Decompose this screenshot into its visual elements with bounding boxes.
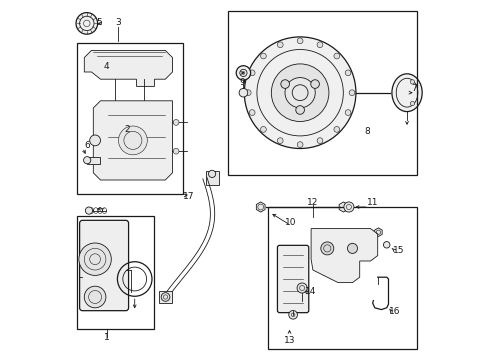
Circle shape xyxy=(173,148,179,154)
Bar xyxy=(77,216,154,329)
FancyBboxPatch shape xyxy=(80,220,128,311)
Circle shape xyxy=(85,207,92,214)
Circle shape xyxy=(236,66,250,80)
Circle shape xyxy=(277,42,283,48)
Circle shape xyxy=(260,126,266,132)
Circle shape xyxy=(244,37,355,148)
Circle shape xyxy=(347,243,357,253)
Circle shape xyxy=(296,283,306,293)
Circle shape xyxy=(409,80,414,84)
Circle shape xyxy=(161,293,169,301)
Circle shape xyxy=(288,310,297,319)
Circle shape xyxy=(84,286,106,308)
Circle shape xyxy=(173,120,179,125)
Circle shape xyxy=(285,77,315,108)
Circle shape xyxy=(118,126,147,155)
Text: 5: 5 xyxy=(96,18,102,27)
Circle shape xyxy=(271,64,328,122)
Circle shape xyxy=(249,70,255,76)
Bar xyxy=(267,207,416,349)
Circle shape xyxy=(316,138,322,144)
Circle shape xyxy=(345,70,350,76)
Circle shape xyxy=(89,135,101,146)
Text: 2: 2 xyxy=(124,125,130,134)
Circle shape xyxy=(83,157,91,164)
Text: 8: 8 xyxy=(363,127,369,136)
Circle shape xyxy=(316,42,322,48)
Circle shape xyxy=(409,101,414,106)
Text: 9: 9 xyxy=(239,78,245,87)
Circle shape xyxy=(79,243,111,275)
Circle shape xyxy=(348,90,354,95)
Circle shape xyxy=(310,80,319,88)
Circle shape xyxy=(320,242,333,255)
Circle shape xyxy=(277,138,283,144)
Circle shape xyxy=(249,110,255,116)
Bar xyxy=(87,157,100,164)
Text: 12: 12 xyxy=(306,198,318,207)
Text: 10: 10 xyxy=(284,218,295,227)
Circle shape xyxy=(345,110,350,116)
Text: 1: 1 xyxy=(104,333,110,342)
Circle shape xyxy=(239,88,247,97)
Text: 16: 16 xyxy=(388,307,400,316)
Polygon shape xyxy=(84,50,172,86)
Text: 6: 6 xyxy=(84,141,89,150)
Bar xyxy=(205,171,218,185)
Circle shape xyxy=(297,142,303,148)
Circle shape xyxy=(76,13,98,34)
Bar xyxy=(77,43,183,194)
Circle shape xyxy=(245,90,251,95)
Circle shape xyxy=(383,242,389,248)
Circle shape xyxy=(208,170,215,177)
Text: 4: 4 xyxy=(103,62,108,71)
Circle shape xyxy=(333,53,339,59)
Text: 14: 14 xyxy=(305,287,316,296)
Bar xyxy=(228,11,416,175)
Circle shape xyxy=(297,38,303,44)
Circle shape xyxy=(333,126,339,132)
Circle shape xyxy=(280,80,289,88)
Bar xyxy=(159,291,172,303)
Text: 17: 17 xyxy=(183,192,194,201)
Ellipse shape xyxy=(391,74,421,112)
Text: 7: 7 xyxy=(411,84,416,93)
FancyBboxPatch shape xyxy=(277,246,308,312)
Text: 13: 13 xyxy=(283,336,295,345)
Polygon shape xyxy=(93,101,172,180)
Circle shape xyxy=(343,202,353,212)
Circle shape xyxy=(260,53,266,59)
Polygon shape xyxy=(310,229,377,283)
Text: 15: 15 xyxy=(392,246,403,255)
Text: 11: 11 xyxy=(366,198,377,207)
Circle shape xyxy=(295,106,304,114)
Text: 3: 3 xyxy=(115,18,121,27)
